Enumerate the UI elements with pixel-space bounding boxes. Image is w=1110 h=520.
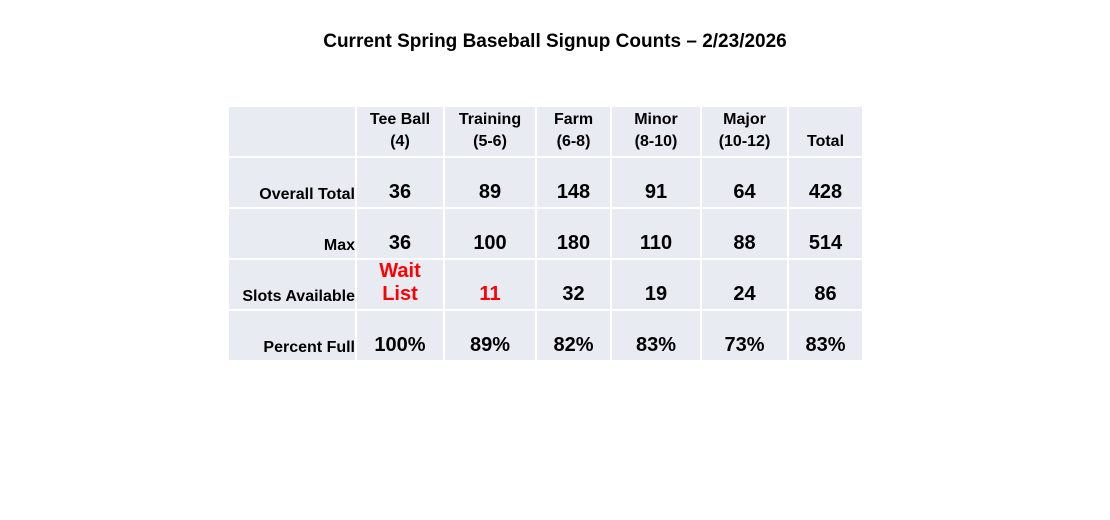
- table-cell: 36: [355, 156, 445, 209]
- column-header: Tee Ball (4): [355, 105, 445, 158]
- row-label: Overall Total: [227, 156, 357, 209]
- row-label: Slots Available: [227, 258, 357, 311]
- table-cell: 24: [700, 258, 789, 311]
- column-name: Major: [723, 111, 766, 128]
- table-cell: 83%: [610, 309, 702, 362]
- column-header: Major (10-12): [700, 105, 789, 158]
- corner-cell: [227, 105, 357, 158]
- table-cell: 36: [355, 207, 445, 260]
- table-cell: 83%: [787, 309, 864, 362]
- table-cell: 148: [535, 156, 612, 209]
- table-cell: 32: [535, 258, 612, 311]
- table-cell: 11: [443, 258, 537, 311]
- column-name: Minor: [634, 111, 678, 128]
- table-row: Percent Full 100% 89% 82% 83% 73% 83%: [227, 309, 864, 362]
- table-cell: 428: [787, 156, 864, 209]
- table-cell: 19: [610, 258, 702, 311]
- column-header: Training (5-6): [443, 105, 537, 158]
- column-name: Total: [806, 133, 845, 150]
- table-cell: 514: [787, 207, 864, 260]
- column-name: Tee Ball: [369, 111, 431, 128]
- column-ages: (5-6): [473, 133, 507, 150]
- table-cell: 100%: [355, 309, 445, 362]
- column-header: Total: [787, 105, 864, 158]
- table-cell: 73%: [700, 309, 789, 362]
- table-cell: 89%: [443, 309, 537, 362]
- table-cell: 64: [700, 156, 789, 209]
- page-title: Current Spring Baseball Signup Counts – …: [323, 31, 787, 52]
- column-ages: (4): [390, 133, 410, 150]
- table-row: Overall Total 36 89 148 91 64 428: [227, 156, 864, 209]
- table-cell: 100: [443, 207, 537, 260]
- header-row: Tee Ball (4) Training (5-6) Farm (6-8) Mino…: [227, 105, 864, 158]
- table-cell: 82%: [535, 309, 612, 362]
- row-label: Percent Full: [227, 309, 357, 362]
- table-row: Slots Available Wait List 11 32 19 24 86: [227, 258, 864, 311]
- column-ages: (8-10): [634, 133, 678, 150]
- table-cell: Wait List: [355, 258, 445, 311]
- row-label: Max: [227, 207, 357, 260]
- table-cell: 180: [535, 207, 612, 260]
- table-cell: 86: [787, 258, 864, 311]
- table-cell: 89: [443, 156, 537, 209]
- table-cell: 88: [700, 207, 789, 260]
- signup-counts-table: Tee Ball (4) Training (5-6) Farm (6-8) Mino…: [227, 105, 864, 362]
- table-cell: 91: [610, 156, 702, 209]
- column-header: Farm (6-8): [535, 105, 612, 158]
- column-name: Farm: [553, 111, 594, 128]
- column-name: Training: [458, 111, 522, 128]
- column-ages: (6-8): [556, 133, 591, 150]
- table-row: Max 36 100 180 110 88 514: [227, 207, 864, 260]
- table-cell: 110: [610, 207, 702, 260]
- column-ages: (10-12): [718, 133, 771, 150]
- column-header: Minor (8-10): [610, 105, 702, 158]
